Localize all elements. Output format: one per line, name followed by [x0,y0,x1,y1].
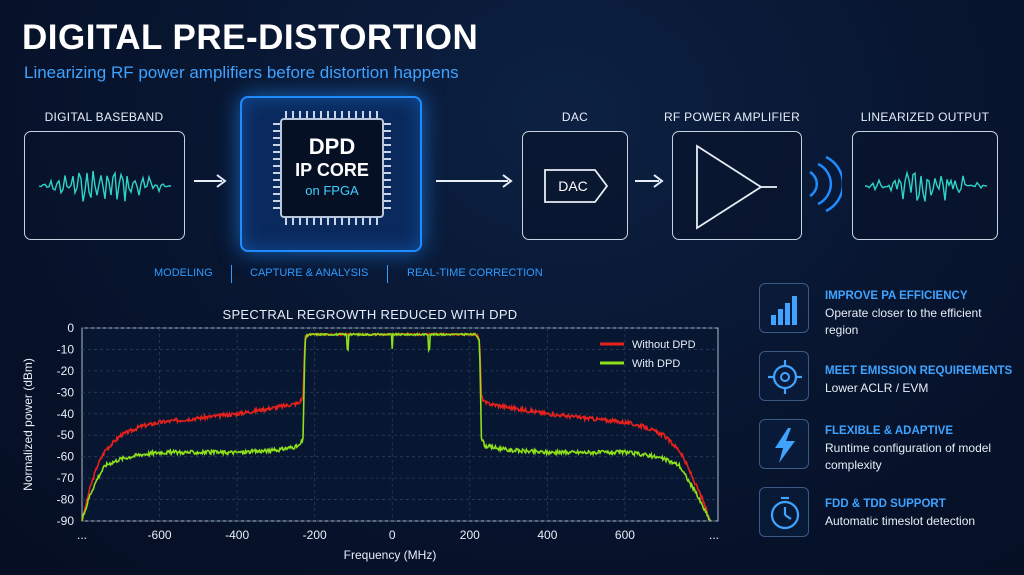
output-waveform [864,170,988,202]
y-tick-label: -70 [57,471,75,485]
output-label: LINEARIZED OUTPUT [860,110,990,124]
feature-desc: Runtime configuration of model complexit… [825,441,992,472]
y-axis-label: Normalized power (dBm) [21,358,35,491]
lightning-icon [759,419,809,469]
step-divider [387,265,388,283]
feature-title: FDD & TDD SUPPORT [825,498,946,510]
dpd-chip-line1: DPD [308,134,356,159]
dpd-chip-line2: IP CORE [295,160,369,180]
y-tick-label: -90 [57,514,75,528]
feature-desc: Lower ACLR / EVM [825,381,929,395]
feature-title: MEET EMISSION REQUIREMENTS [825,365,1013,377]
feature-title: FLEXIBLE & ADAPTIVE [825,425,953,437]
x-tick-label: 0 [389,528,396,542]
chip-pins [273,111,391,225]
output-box [852,131,998,240]
dpd-fpga-block: DPD IP CORE on FPGA [240,96,422,252]
pa-label: RF POWER AMPLIFIER [663,110,801,124]
dpd-chip-line3: on FPGA [305,183,359,198]
page-subtitle: Linearizing RF power amplifiers before d… [24,63,459,82]
page-title: DIGITAL PRE-DISTORTION [22,18,479,57]
x-edge-label: ... [709,528,719,542]
dpd-chip: DPD IP CORE on FPGA [280,118,384,218]
plot-area [81,327,719,522]
x-tick-label: 200 [460,528,480,542]
spectrum-chart: 0 -10 -20 -30 -40 -50 -60 -70 -80 -90 -600 -400 -200… [21,321,719,562]
feature-desc: Operate closer to the efficient region [825,306,982,337]
dac-box: DAC [522,131,628,240]
step-real-time-correction: REAL-TIME CORRECTION [407,267,543,279]
x-tick-label: -600 [148,528,172,542]
y-tick-label: -10 [57,342,75,356]
x-edge-label: ... [77,528,87,542]
radio-waves-icon [809,156,842,212]
dac-label: DAC [561,110,589,124]
series-line-with-dpd [81,332,711,522]
feature-desc: Automatic timeslot detection [825,514,976,528]
arrow-baseband-to-dpd [194,174,227,188]
x-axis-label: Frequency (MHz) [344,548,437,562]
y-tick-label: -40 [57,407,75,421]
dac-symbol: DAC [544,169,609,203]
legend-label: Without DPD [632,339,696,351]
step-modeling: MODELING [154,267,213,279]
x-tick-label: -200 [303,528,327,542]
x-tick-label: -400 [225,528,249,542]
x-tick-label: 600 [615,528,635,542]
y-tick-label: 0 [67,321,74,335]
y-tick-label: -80 [57,493,75,507]
baseband-box [24,131,185,240]
stopwatch-icon [759,487,809,537]
amplifier-symbol-icon [696,144,777,230]
baseband-label: DIGITAL BASEBAND [44,110,164,124]
step-divider [231,265,232,283]
x-tick-label: 400 [537,528,557,542]
y-tick-label: -30 [57,385,75,399]
baseband-waveform [38,170,171,202]
y-tick-label: -50 [57,428,75,442]
y-tick-label: -20 [57,364,75,378]
signal-bars-icon [759,283,809,333]
legend-label: With DPD [632,358,680,370]
step-capture-analysis: CAPTURE & ANALYSIS [250,267,369,279]
y-tick-label: -60 [57,450,75,464]
target-icon [759,351,809,401]
dac-block-text: DAC [558,178,588,194]
arrow-dpd-to-dac [436,174,513,188]
feature-title: IMPROVE PA EFFICIENCY [825,290,968,302]
pa-box [672,131,802,240]
chart-title: SPECTRAL REGROWTH REDUCED WITH DPD [222,307,518,322]
arrow-dac-to-pa [635,174,664,188]
